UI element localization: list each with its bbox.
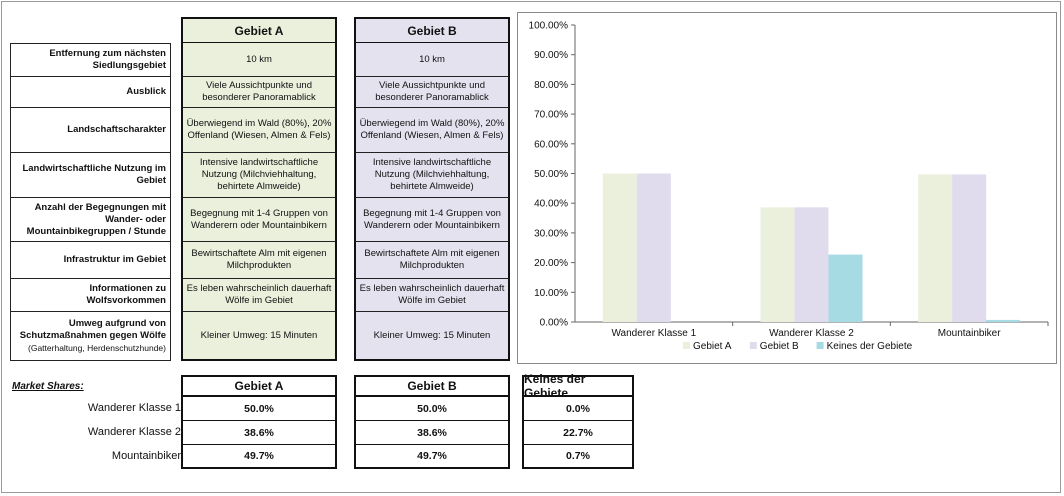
y-tick-label: 100.00% [529, 21, 569, 32]
bar [952, 174, 987, 322]
gebiet-a-cell: Bewirtschaftete Alm mit eigenen Milchpro… [181, 242, 337, 279]
bar [636, 173, 671, 322]
gebiet-b-cell: Überwiegend im Wald (80%), 20% Offenland… [354, 108, 510, 153]
gebiet-b-cell: Es leben wahrscheinlich dauerhaft Wölfe … [354, 279, 510, 312]
gebiet-b-cell: 10 km [354, 43, 510, 77]
y-tick-label: 40.00% [534, 199, 568, 210]
bar [794, 207, 829, 322]
x-tick-label: Wanderer Klasse 2 [769, 328, 854, 339]
gebiet-b-cell: Viele Aussichtpunkte und besonderer Pano… [354, 77, 510, 108]
gebiet-a-cell: Kleiner Umweg: 15 Minuten [181, 312, 337, 361]
attribute-label: Landwirtschaftliche Nutzung im Gebiet [10, 153, 171, 198]
chart-panel: 0.00% 10.00% 20.00% 30.00% 40.00% 50.00% 60.00… [517, 12, 1057, 364]
market-shares-title: Market Shares: [12, 381, 84, 392]
ms-header-keines: Keines der Gebiete [522, 372, 634, 400]
bar [760, 207, 795, 322]
y-tick-label: 0.00% [540, 318, 568, 329]
gebiet-b-cell: Intensive landwirtschaftliche Nutzung (M… [354, 153, 510, 198]
ms-row-label: Wanderer Klasse 1 [87, 402, 181, 414]
bar [602, 173, 637, 322]
ms-value-cell: 22.7% [522, 421, 634, 445]
attribute-label-text: Entfernung zum nächsten Siedlungsgebiet [49, 48, 166, 71]
y-tick-label: 50.00% [534, 169, 568, 180]
y-tick-label: 70.00% [534, 110, 568, 121]
ms-value-cell: 50.0% [181, 397, 337, 421]
legend-label: Gebiet A [693, 341, 732, 352]
header-gebiet-b: Gebiet B [354, 17, 510, 43]
gebiet-b-cell: Begegnung mit 1-4 Gruppen von Wanderern … [354, 198, 510, 242]
ms-value-cell: 49.7% [181, 445, 337, 469]
attribute-label-text: Landschaftscharakter [67, 124, 166, 135]
attribute-label-sub: (Gatterhaltung, Herdenschutzhunde) [28, 343, 166, 353]
y-tick-label: 30.00% [534, 228, 568, 239]
ms-value-cell: 38.6% [181, 421, 337, 445]
attribute-label-text: Informationen zu Wolfsvorkommen [86, 283, 166, 306]
attribute-label-text: Ausblick [126, 86, 166, 97]
bar [986, 319, 1021, 322]
y-tick-label: 90.00% [534, 50, 568, 61]
attribute-label: Landschaftscharakter [10, 108, 171, 153]
gebiet-a-cell: 10 km [181, 43, 337, 77]
gebiet-a-cell: Überwiegend im Wald (80%), 20% Offenland… [181, 108, 337, 153]
attribute-label: Ausblick [10, 77, 171, 108]
attribute-label-text: Anzahl der Begegnungen mit Wander- oder … [26, 201, 166, 237]
gebiet-a-cell: Viele Aussichtpunkte und besonderer Pano… [181, 77, 337, 108]
attribute-label: Informationen zu Wolfsvorkommen [10, 279, 171, 312]
ms-header-gebiet-b: Gebiet B [354, 375, 510, 397]
ms-row-label: Wanderer Klasse 2 [87, 426, 181, 438]
header-gebiet-a: Gebiet A [181, 17, 337, 43]
x-tick-label: Mountainbiker [938, 328, 1001, 339]
ms-value-cell: 50.0% [354, 397, 510, 421]
y-tick-label: 80.00% [534, 80, 568, 91]
attribute-label: Anzahl der Begegnungen mit Wander- oder … [10, 198, 171, 242]
y-tick-label: 60.00% [534, 139, 568, 150]
attribute-label: Infrastruktur im Gebiet [10, 242, 171, 279]
ms-header-gebiet-a: Gebiet A [181, 375, 337, 397]
bar [828, 254, 863, 322]
legend-swatch [816, 342, 824, 349]
y-tick-label: 10.00% [534, 288, 568, 299]
attribute-label-text: Infrastruktur im Gebiet [63, 254, 166, 265]
ms-value-cell: 0.7% [522, 445, 634, 469]
legend-swatch [683, 342, 690, 349]
legend-swatch [749, 342, 757, 349]
gebiet-a-cell: Begegnung mit 1-4 Gruppen von Wanderern … [181, 198, 337, 242]
gebiet-a-cell: Intensive landwirtschaftliche Nutzung (M… [181, 153, 337, 198]
attribute-label-text: Landwirtschaftliche Nutzung im Gebiet [22, 163, 166, 186]
attribute-label: Umweg aufgrund von Schutzmaßnahmen gegen… [10, 312, 171, 361]
gebiet-a-cell: Es leben wahrscheinlich dauerhaft Wölfe … [181, 279, 337, 312]
legend-label: Gebiet B [760, 341, 799, 352]
gebiet-b-cell: Bewirtschaftete Alm mit eigenen Milchpro… [354, 242, 510, 279]
y-tick-label: 20.00% [534, 258, 568, 269]
ms-row-label: Mountainbiker [111, 450, 181, 462]
bar [918, 174, 953, 322]
legend-label: Keines der Gebiete [827, 341, 913, 352]
ms-value-cell: 0.0% [522, 397, 634, 421]
attribute-label: Entfernung zum nächsten Siedlungsgebiet [10, 43, 171, 77]
ms-value-cell: 49.7% [354, 445, 510, 469]
ms-value-cell: 38.6% [354, 421, 510, 445]
gebiet-b-cell: Kleiner Umweg: 15 Minuten [354, 312, 510, 361]
x-tick-label: Wanderer Klasse 1 [611, 328, 696, 339]
bar-chart: 0.00% 10.00% 20.00% 30.00% 40.00% 50.00% 60.00… [529, 21, 1049, 352]
attribute-label-text: Umweg aufgrund von Schutzmaßnahmen gegen… [19, 318, 166, 341]
